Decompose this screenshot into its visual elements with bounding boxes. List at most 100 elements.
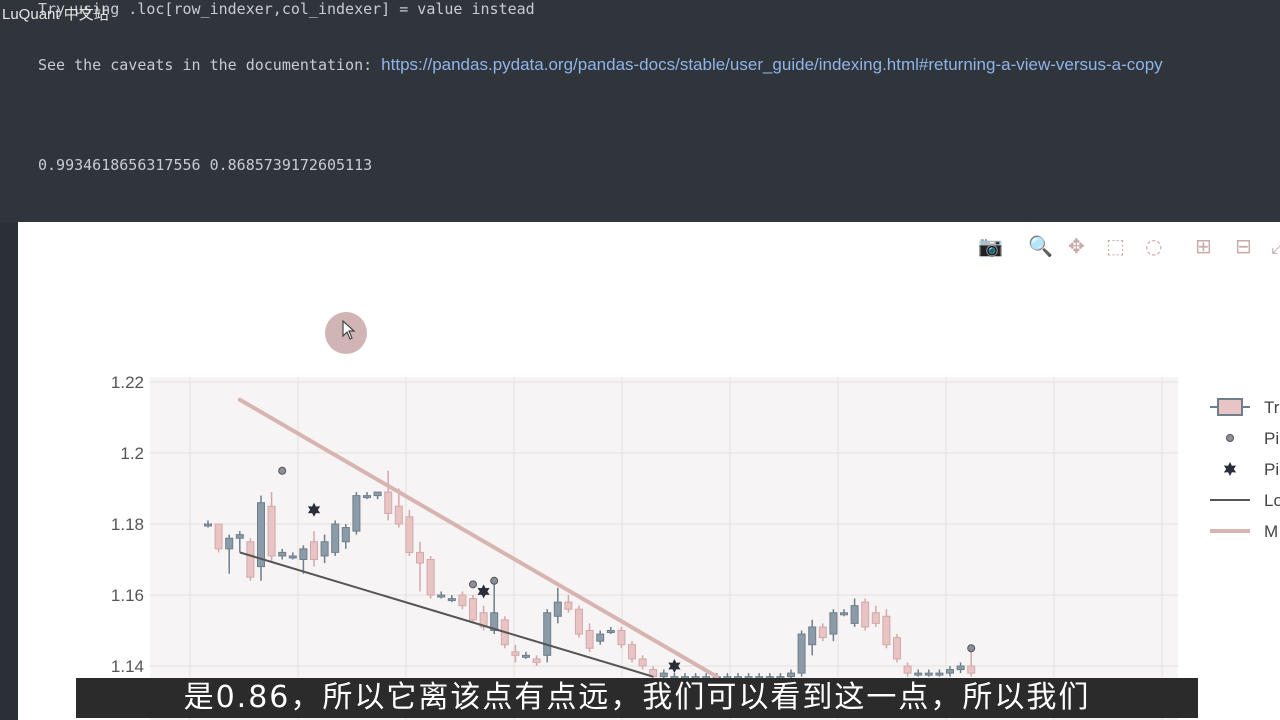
candle-body — [341, 527, 350, 543]
y-axis: 1.22 1.2 1.18 1.16 1.14 — [111, 373, 144, 676]
legend-swatch-star — [1223, 462, 1237, 476]
candle-body — [840, 612, 848, 616]
candle-body — [659, 672, 668, 678]
camera-icon[interactable]: 📷 — [978, 234, 1003, 258]
candle-body — [617, 630, 626, 646]
candle-body — [490, 612, 499, 631]
notebook-output: Try using .loc[row_indexer,col_indexer] … — [0, 0, 1280, 222]
candle-body — [267, 505, 276, 557]
candle-body — [257, 502, 265, 568]
box-select-icon[interactable]: ⬚ — [1106, 234, 1125, 258]
y-tick-label: 1.18 — [111, 515, 144, 534]
mouse-cursor — [325, 312, 367, 354]
pivot-star-marker — [477, 584, 490, 599]
candle-body — [437, 594, 446, 598]
y-tick-label: 1.22 — [111, 373, 144, 392]
candle-body — [246, 541, 255, 578]
plotly-chart[interactable]: 📷 🔍 ✥ ⬚ ◌ ⊞ ⊟ ⤢ 1.22 1.2 1.18 1.16 1.14 Tr Pi… — [18, 222, 1280, 720]
candle-body — [278, 551, 287, 557]
pivot-dot-marker — [967, 644, 976, 653]
candle-body — [606, 630, 615, 633]
trend-lines — [237, 397, 719, 679]
candle-body — [394, 505, 403, 525]
pivot-dot-marker — [469, 580, 477, 589]
zoom-out-icon[interactable]: ⊟ — [1235, 234, 1252, 258]
candle-body — [426, 559, 435, 596]
caveats-text: See the caveats in the documentation: — [38, 56, 382, 74]
y-tick-label: 1.16 — [111, 586, 144, 605]
pivot-dot-marker — [490, 576, 499, 585]
candle-body — [946, 669, 954, 674]
candle-body — [225, 537, 234, 550]
candle-body — [585, 630, 594, 649]
y-tick-label: 1.14 — [111, 657, 144, 676]
candle-body — [543, 612, 552, 656]
candle-body — [363, 495, 371, 499]
pivot-dot-marker — [278, 466, 287, 475]
documentation-link[interactable]: https://pandas.pydata.org/pandas-docs/st… — [381, 55, 1163, 74]
legend: Tr Pi Pi Lo M — [1210, 398, 1280, 541]
candle-body — [861, 601, 870, 628]
candle-body — [638, 658, 647, 667]
pivot-markers — [278, 466, 976, 673]
candle-body — [628, 644, 636, 660]
warning-line: Try using .loc[row_indexer,col_indexer] … — [38, 0, 535, 18]
candle-body — [553, 601, 562, 617]
candle-body — [479, 612, 488, 628]
max-trend-line — [237, 397, 719, 679]
autoscale-icon[interactable]: ⤢ — [1271, 234, 1280, 258]
candle-body — [893, 637, 901, 660]
legend-label: M — [1264, 522, 1278, 541]
legend-label: Lo — [1264, 491, 1280, 510]
candle-body — [850, 605, 859, 624]
legend-label: Pi — [1264, 460, 1279, 479]
candle-body — [214, 523, 223, 550]
pan-icon[interactable]: ✥ — [1068, 234, 1085, 258]
candle-body — [204, 523, 212, 527]
candle-body — [935, 672, 944, 676]
candle-body — [787, 672, 795, 678]
zoom-in-icon[interactable]: ⊞ — [1195, 234, 1212, 258]
result-values: 0.9934618656317556 0.8685739172605113 — [38, 156, 373, 174]
chart-svg: 1.22 1.2 1.18 1.16 1.14 Tr Pi Pi Lo M — [111, 373, 1280, 720]
candle-body — [320, 541, 329, 557]
candle-body — [299, 548, 308, 561]
watermark-logo: LuQuant 中文站 — [2, 6, 109, 23]
candle-body — [288, 555, 297, 559]
low-trend-line — [239, 551, 654, 678]
candle-body — [564, 601, 573, 610]
candle-body — [596, 633, 605, 642]
candle-body — [331, 523, 340, 553]
candle-body — [469, 598, 477, 621]
candle-body — [882, 615, 891, 646]
candle-body — [924, 672, 933, 676]
candle-body — [235, 534, 244, 539]
candle-body — [903, 665, 912, 674]
caveats-line: See the caveats in the documentation: ht… — [38, 55, 1163, 75]
candle-body — [416, 551, 424, 564]
candle-body — [956, 665, 965, 671]
zoom-icon[interactable]: 🔍 — [1028, 234, 1053, 258]
candle-body — [829, 612, 838, 635]
legend-label: Tr — [1264, 398, 1280, 417]
legend-swatch-dot — [1226, 434, 1234, 442]
pivot-star-marker — [668, 659, 681, 673]
candle-body — [522, 654, 530, 658]
pivot-star-marker — [307, 502, 321, 517]
candle-body — [818, 626, 827, 639]
candle-body — [310, 541, 318, 560]
candlestick-series — [204, 470, 976, 684]
candle-body — [384, 491, 393, 514]
candle-body — [967, 665, 976, 674]
candle-body — [914, 672, 923, 676]
candle-body — [871, 612, 880, 624]
legend-label: Pi — [1264, 429, 1279, 448]
candle-body — [373, 491, 382, 497]
candle-body — [458, 594, 467, 607]
candle-body — [532, 658, 541, 663]
candle-body — [352, 495, 361, 532]
candle-body — [405, 516, 414, 553]
lasso-select-icon[interactable]: ◌ — [1145, 234, 1163, 258]
candle-body — [511, 651, 520, 656]
candle-body — [575, 608, 583, 635]
